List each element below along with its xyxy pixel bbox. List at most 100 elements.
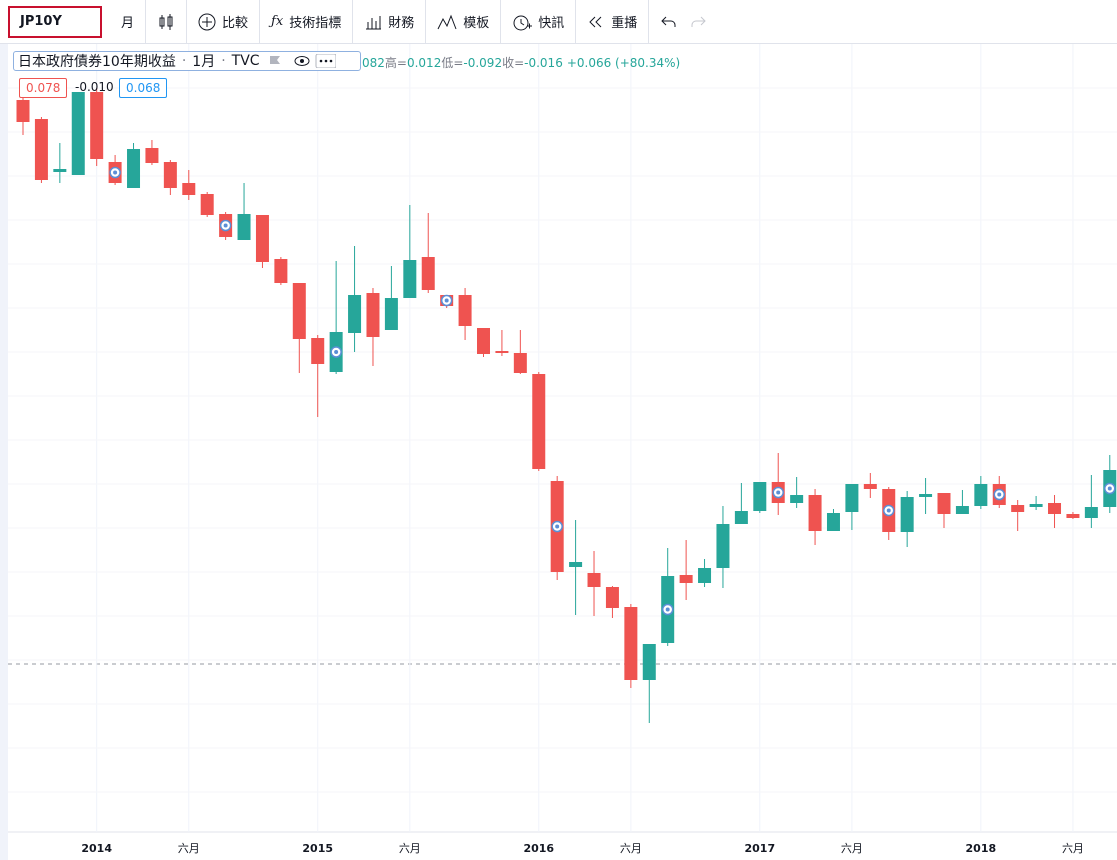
legend-source: TVC xyxy=(231,53,260,69)
candle-body xyxy=(403,260,417,298)
replay-button[interactable]: 重播 xyxy=(576,0,650,43)
financials-button[interactable]: 財務 xyxy=(353,0,427,43)
toolbar-label: 模板 xyxy=(463,16,490,31)
x-tick-label: 六月 xyxy=(399,842,421,855)
candle-body xyxy=(1066,514,1080,518)
x-tick-label: 六月 xyxy=(178,842,200,855)
candle-body xyxy=(458,295,472,326)
ohlc-values: 082高=0.012低=-0.092收=-0.016 +0.066 (+80.34… xyxy=(362,54,680,71)
event-marker-dot xyxy=(1107,486,1112,491)
x-tick-label: 六月 xyxy=(841,842,863,855)
toolbar-label: 比較 xyxy=(222,16,249,31)
candle-body xyxy=(605,587,619,608)
candle-body xyxy=(255,215,269,262)
candle-body xyxy=(532,374,546,469)
toolbar: JP10Y 月 比較 ƒx 技術指標 財務 模板 快訊 重播 xyxy=(0,0,1117,44)
candle-body xyxy=(127,149,141,188)
ohlc-part: 082 xyxy=(362,56,385,70)
candle-body xyxy=(274,259,288,283)
candle-body xyxy=(698,568,712,583)
candle-body xyxy=(90,92,104,159)
event-marker-dot xyxy=(444,298,449,303)
badge: 0.078 xyxy=(19,78,68,98)
candle-body xyxy=(587,573,601,587)
chart: 2014 六月 2015 六月 2016 六月 2017 六月 2018 六月 xyxy=(0,44,1117,860)
event-marker-dot xyxy=(555,524,560,529)
alerts-button[interactable]: 快訊 xyxy=(501,0,577,43)
redo-button[interactable] xyxy=(689,0,718,43)
candle-body xyxy=(826,513,840,531)
symbol-input[interactable]: JP10Y xyxy=(8,5,102,38)
candle-body xyxy=(845,484,859,512)
legend: 日本政府債券10年期收益 · 1月 · TVC xyxy=(13,51,361,71)
candle-body xyxy=(1084,507,1098,518)
event-marker-dot xyxy=(113,170,118,175)
event-marker-dot xyxy=(665,607,670,612)
candle-body xyxy=(679,575,693,583)
candle-body xyxy=(495,351,509,353)
chart-type-button[interactable] xyxy=(146,0,188,43)
ohlc-part: 收= xyxy=(502,56,525,70)
candle-body xyxy=(790,495,804,503)
candle-body xyxy=(16,100,30,122)
x-tick-label: 2018 xyxy=(966,842,997,855)
compare-button[interactable]: 比較 xyxy=(187,0,261,43)
badge: -0.010 xyxy=(75,80,114,94)
toolbar-label: 財務 xyxy=(388,16,415,31)
event-marker-dot xyxy=(776,490,781,495)
candle-body xyxy=(919,494,933,497)
x-tick-label: 六月 xyxy=(1062,842,1084,855)
candle-body xyxy=(237,214,251,240)
sep: · xyxy=(221,53,226,69)
interval-button[interactable]: 月 xyxy=(110,0,147,43)
event-marker-dot xyxy=(334,350,339,354)
candle-body xyxy=(348,295,362,333)
x-axis: 2014 六月 2015 六月 2016 六月 2017 六月 2018 六月 xyxy=(81,842,1084,855)
candle-body xyxy=(642,644,656,680)
candle-body xyxy=(753,482,767,511)
interval-label: 月 xyxy=(121,16,135,31)
redo-icon xyxy=(691,16,706,27)
candle-body xyxy=(863,484,877,489)
x-tick-label: 2015 xyxy=(302,842,333,855)
candle-body xyxy=(145,148,159,163)
candle-body xyxy=(366,293,380,337)
candle-body xyxy=(955,506,969,514)
candle-body xyxy=(71,92,85,175)
ohlc-part: 低= xyxy=(441,56,464,70)
undo-button[interactable] xyxy=(649,0,689,43)
ohlc-part: -0.092 xyxy=(463,56,503,70)
x-tick-label: 2017 xyxy=(744,842,775,855)
candle-body xyxy=(513,353,527,373)
x-tick-label: 六月 xyxy=(620,842,642,855)
candle-body xyxy=(384,298,398,330)
template-icon xyxy=(437,14,457,29)
candle-body xyxy=(937,493,951,514)
bars-icon xyxy=(366,15,382,29)
badge: 0.068 xyxy=(119,78,168,98)
alarm-icon xyxy=(513,15,533,30)
candle-body xyxy=(900,497,914,532)
candle-body xyxy=(1011,505,1025,512)
legend-icons[interactable] xyxy=(266,54,336,68)
candle-body xyxy=(163,162,177,188)
indicators-button[interactable]: ƒx 技術指標 xyxy=(260,0,354,43)
undo-icon xyxy=(661,16,676,27)
candle-body xyxy=(477,328,490,354)
candle-body xyxy=(200,194,214,215)
candles xyxy=(16,88,1117,723)
candle-body xyxy=(421,257,435,290)
candle-body xyxy=(734,511,748,524)
templates-button[interactable]: 模板 xyxy=(426,0,502,43)
toolbar-label: 重播 xyxy=(611,16,638,31)
legend-title: 日本政府債券10年期收益 xyxy=(18,54,176,70)
ohlc-part: -0.016 xyxy=(524,56,563,70)
event-marker-dot xyxy=(886,508,891,513)
fx-icon: ƒx xyxy=(271,14,284,29)
toolbar-label: 技術指標 xyxy=(289,16,342,31)
event-marker-dot xyxy=(223,223,228,228)
ohlc-part: 高= xyxy=(384,56,407,70)
event-marker-dot xyxy=(997,492,1002,497)
toolbar-label: 快訊 xyxy=(538,16,565,31)
x-tick-label: 2016 xyxy=(523,842,554,855)
